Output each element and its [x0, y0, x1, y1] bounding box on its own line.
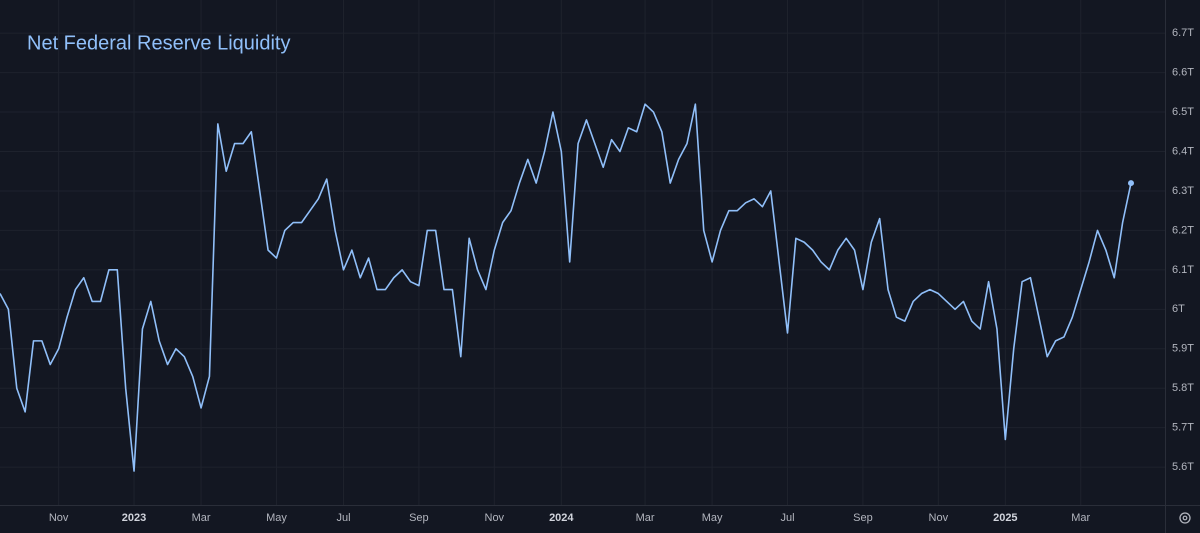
- x-tick-label: 2024: [549, 512, 574, 524]
- grid: [0, 0, 1165, 505]
- x-tick-label: Mar: [1071, 512, 1090, 524]
- x-tick-label: Jul: [780, 512, 794, 524]
- x-tick-label: Jul: [336, 512, 350, 524]
- x-tick-label: Sep: [409, 512, 429, 524]
- settings-icon[interactable]: [1179, 512, 1191, 524]
- x-tick-label: May: [702, 512, 723, 524]
- y-tick-label: 5.8T: [1172, 382, 1194, 394]
- y-tick-label: 6.5T: [1172, 106, 1194, 118]
- x-tick-label: Nov: [485, 512, 505, 524]
- x-tick-label: Sep: [853, 512, 873, 524]
- x-tick-label: Nov: [49, 512, 69, 524]
- y-tick-label: 5.9T: [1172, 343, 1194, 355]
- last-point: [1128, 180, 1134, 187]
- y-tick-label: 6.2T: [1172, 224, 1194, 236]
- x-tick-label: Mar: [636, 512, 655, 524]
- x-tick-label: Mar: [192, 512, 211, 524]
- y-tick-label: 6.4T: [1172, 145, 1194, 157]
- y-tick-label: 5.7T: [1172, 422, 1194, 434]
- x-tick-label: 2023: [122, 512, 146, 524]
- x-tick-label: May: [266, 512, 287, 524]
- y-tick-label: 6T: [1172, 303, 1185, 315]
- y-tick-label: 6.1T: [1172, 264, 1194, 276]
- x-tick-label: Nov: [929, 512, 949, 524]
- chart-title: Net Federal Reserve Liquidity: [27, 32, 290, 54]
- axes: 5.6T 5.7T 5.8T 5.9T 6T 6.1T 6.2T 6.3T 6.4T 6.5T 6.…: [49, 27, 1194, 524]
- y-tick-label: 6.7T: [1172, 27, 1194, 39]
- y-tick-label: 6.3T: [1172, 185, 1194, 197]
- y-tick-label: 6.6T: [1172, 67, 1194, 79]
- x-tick-label: 2025: [993, 512, 1017, 524]
- plot-area: [0, 103, 1134, 472]
- y-tick-label: 5.6T: [1172, 461, 1194, 473]
- line-series: [0, 103, 1132, 472]
